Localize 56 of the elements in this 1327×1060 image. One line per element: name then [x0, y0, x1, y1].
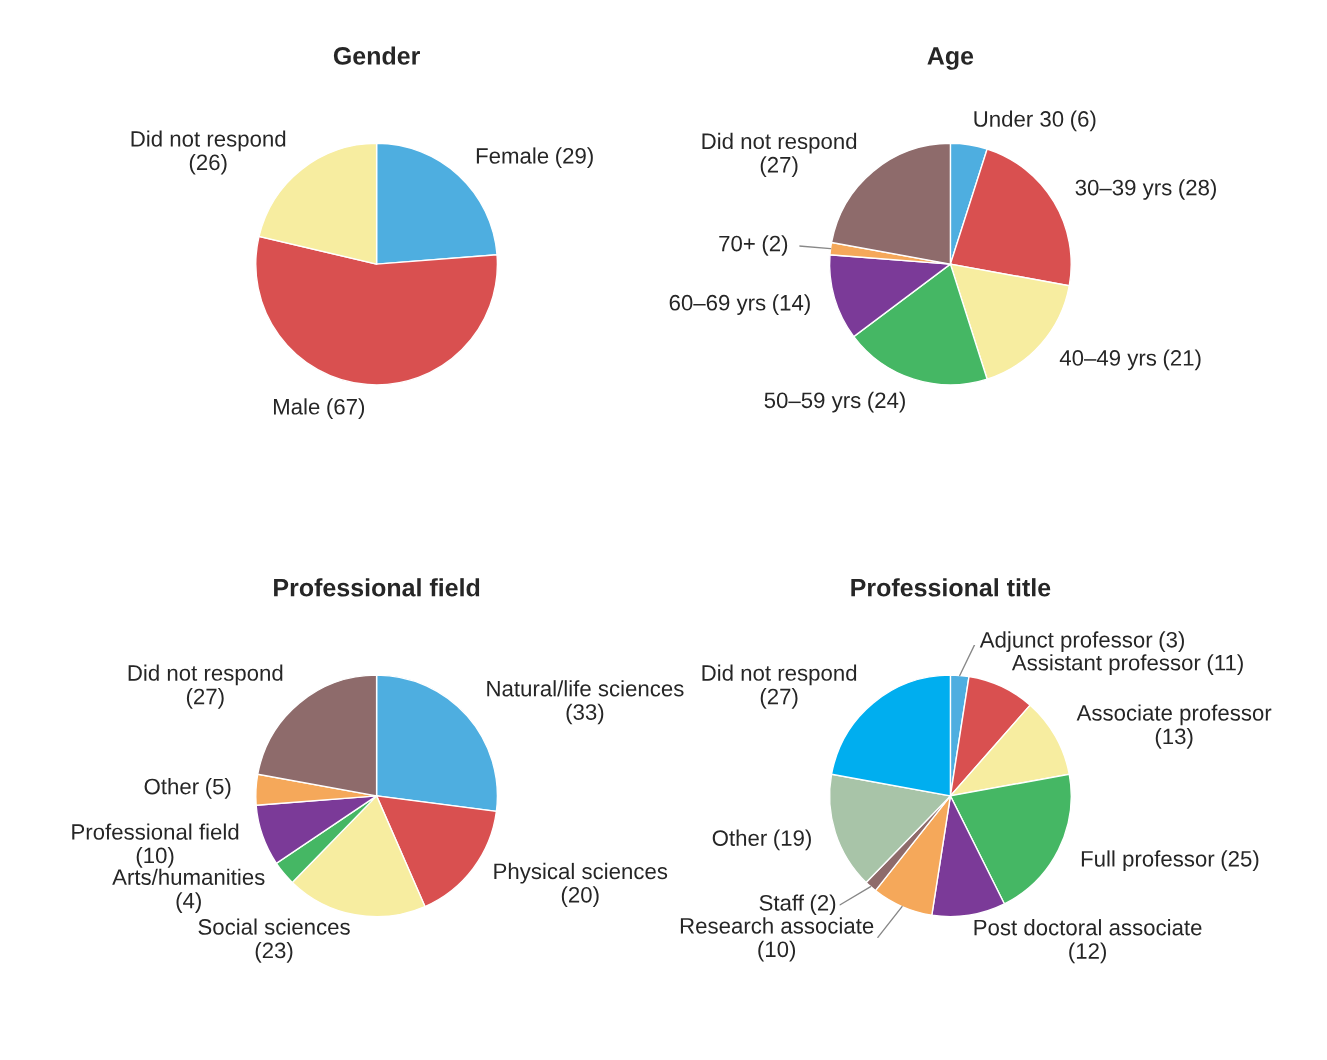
- data-label: (27): [760, 156, 798, 177]
- data-label: (25): [1221, 850, 1259, 872]
- slice-label: Under 30: [974, 110, 1064, 127]
- slice-label: Associate professor: [1076, 704, 1272, 726]
- slice-label: Arts/humanities: [112, 868, 265, 886]
- slice-label: Physical sciences: [494, 862, 668, 884]
- data-label: (21): [1163, 349, 1201, 371]
- data-label: (20): [561, 886, 599, 908]
- data-label: (10): [136, 846, 174, 868]
- slice-label: Adjunct professor: [979, 631, 1153, 653]
- data-label: (14): [773, 294, 810, 315]
- slice-label: 70+: [719, 235, 755, 252]
- data-label: (26): [189, 153, 227, 175]
- chart-title: Age: [927, 47, 974, 70]
- slice-label: Did not respond: [131, 130, 286, 152]
- data-label: (28): [1179, 179, 1216, 200]
- slice-label: Did not respond: [702, 664, 857, 686]
- slice-label: 30–39 yrs: [1075, 179, 1172, 200]
- data-label: (23): [255, 941, 293, 963]
- chart-title: Professional field: [274, 578, 480, 597]
- slice-label: Post doctoral associate: [974, 919, 1202, 936]
- data-label: (29): [556, 147, 593, 169]
- slice-label: Natural/life sciences: [487, 680, 684, 697]
- data-label: (24): [868, 391, 905, 413]
- slice-label: Male: [274, 398, 320, 415]
- data-label: (11): [1207, 654, 1243, 675]
- slice-label: Professional field: [72, 823, 239, 840]
- data-label: (2): [810, 894, 836, 916]
- data-label: (10): [758, 940, 796, 962]
- slice-label: Social sciences: [198, 918, 350, 935]
- data-label: (19): [774, 829, 811, 851]
- slice-label: Research associate: [680, 917, 874, 934]
- slice-label: Other: [712, 829, 767, 846]
- chart-title: Professional title: [851, 578, 1051, 597]
- slice-label: 50–59 yrs: [764, 392, 861, 413]
- data-label: (33): [566, 703, 604, 725]
- slice-label: Staff: [759, 894, 804, 911]
- data-label: (27): [186, 688, 224, 709]
- chart-title: Gender: [333, 46, 420, 65]
- data-label: (6): [1071, 110, 1096, 132]
- slice-label: 40–49 yrs: [1059, 350, 1157, 371]
- data-label: (27): [760, 688, 798, 709]
- slice-label: Female: [476, 147, 549, 164]
- data-label: (67): [327, 398, 365, 419]
- slice-label: Did not respond: [128, 664, 283, 686]
- slice-label: Other: [144, 778, 199, 795]
- data-label: (2): [762, 235, 788, 256]
- slice-label: Full professor: [1081, 850, 1215, 872]
- data-label: (5): [206, 778, 231, 799]
- data-label: (12): [1069, 942, 1106, 964]
- data-label: (4): [176, 892, 201, 913]
- slice-label: 60–69 yrs: [669, 294, 766, 315]
- slice-label: Assistant professor: [1011, 654, 1201, 675]
- data-label: (3): [1159, 631, 1184, 653]
- data-label: (13): [1155, 727, 1193, 749]
- slice-label: Did not respond: [702, 132, 857, 154]
